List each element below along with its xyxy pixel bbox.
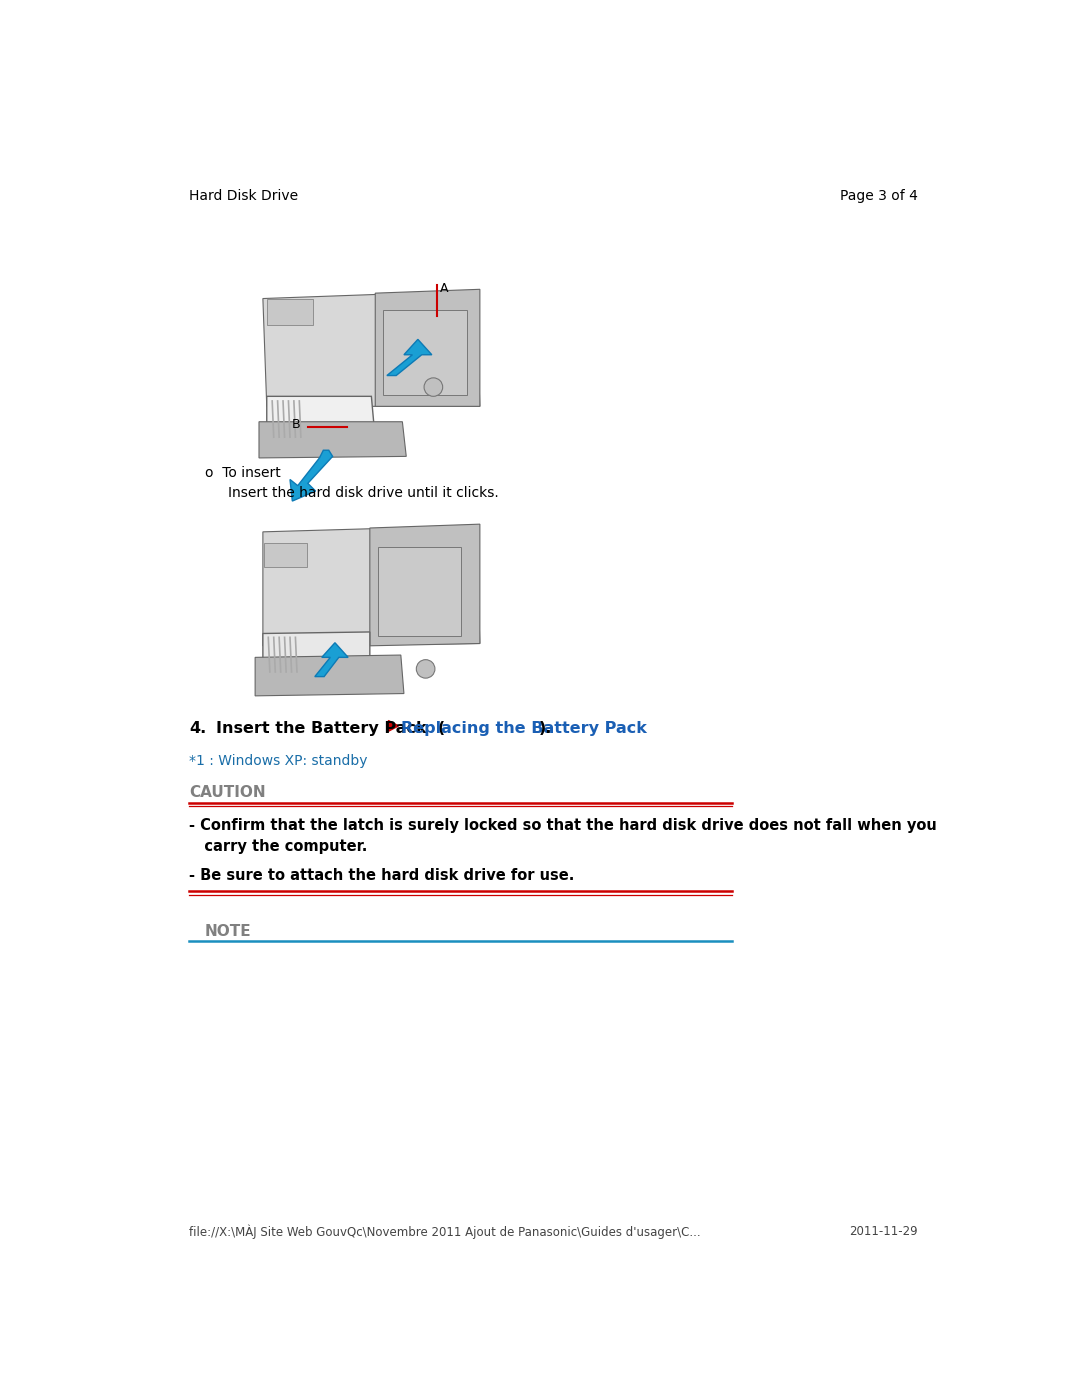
Text: - Be sure to attach the hard disk drive for use.: - Be sure to attach the hard disk drive … <box>189 869 575 883</box>
Polygon shape <box>389 721 399 731</box>
Text: NOTE: NOTE <box>205 923 252 939</box>
Text: o  To insert: o To insert <box>205 467 281 481</box>
Polygon shape <box>291 450 333 502</box>
Text: Replacing the Battery Pack: Replacing the Battery Pack <box>401 721 647 735</box>
Circle shape <box>424 377 443 397</box>
Bar <box>378 548 461 636</box>
Polygon shape <box>375 289 480 407</box>
Bar <box>267 299 313 326</box>
Text: ).: ). <box>539 721 552 735</box>
Text: Insert the Battery Pack  (: Insert the Battery Pack ( <box>216 721 446 735</box>
Bar <box>265 543 307 567</box>
Text: B: B <box>292 418 300 430</box>
Bar <box>383 310 467 395</box>
Text: CAUTION: CAUTION <box>189 785 266 800</box>
Polygon shape <box>255 655 404 696</box>
Polygon shape <box>369 524 480 645</box>
Text: A: A <box>440 282 448 295</box>
Text: Insert the hard disk drive until it clicks.: Insert the hard disk drive until it clic… <box>228 486 499 500</box>
Text: 2011-11-29: 2011-11-29 <box>849 1225 918 1238</box>
Text: Hard Disk Drive: Hard Disk Drive <box>189 189 298 203</box>
Circle shape <box>416 659 435 678</box>
Polygon shape <box>262 525 480 645</box>
Polygon shape <box>259 422 406 458</box>
Polygon shape <box>262 291 480 407</box>
Text: file://X:\MÀJ Site Web GouvQc\Novembre 2011 Ajout de Panasonic\Guides d'usager\C: file://X:\MÀJ Site Web GouvQc\Novembre 2… <box>189 1225 701 1239</box>
Polygon shape <box>267 397 375 441</box>
Text: Page 3 of 4: Page 3 of 4 <box>840 189 918 203</box>
Polygon shape <box>387 339 432 376</box>
Polygon shape <box>262 631 369 676</box>
Text: - Confirm that the latch is surely locked so that the hard disk drive does not f: - Confirm that the latch is surely locke… <box>189 817 937 854</box>
Polygon shape <box>314 643 348 676</box>
Text: *1 : Windows XP: standby: *1 : Windows XP: standby <box>189 754 368 768</box>
Text: 4.: 4. <box>189 721 206 735</box>
